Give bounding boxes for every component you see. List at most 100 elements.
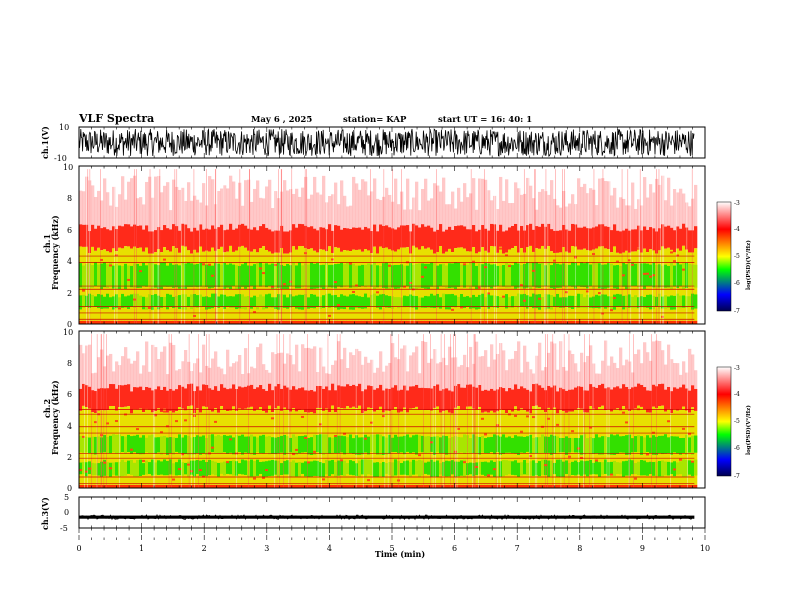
spectrogram-cell	[520, 320, 524, 324]
spectrogram-cell	[499, 176, 503, 225]
spectrogram-cell	[178, 385, 182, 408]
spectrogram-cell	[472, 484, 476, 488]
spectrogram-cell	[319, 423, 322, 426]
spectrogram-cell	[568, 230, 572, 253]
spectrogram-cell	[79, 295, 83, 310]
spectrogram-cell	[457, 262, 461, 287]
ch2-spec-ytick-6: 6	[67, 390, 72, 399]
spectrogram-cell	[283, 231, 287, 254]
spectrogram-cell	[259, 461, 263, 474]
spectrogram-cell	[187, 463, 190, 466]
spectrogram-cell	[331, 230, 335, 253]
spectrogram-cell	[595, 320, 599, 324]
spectrogram-cell	[409, 209, 413, 232]
spectrogram-cell	[385, 262, 389, 289]
spectrogram-cell	[85, 436, 89, 453]
spectrogram-cell	[196, 460, 200, 475]
spectrogram-cell	[613, 320, 617, 324]
spectrogram-cell	[532, 229, 536, 252]
spectrogram-cell	[181, 320, 185, 324]
spectrogram-cell	[385, 187, 389, 226]
spectrogram-cell	[151, 390, 155, 413]
spectrogram-cell	[274, 484, 278, 488]
spectrogram-cell	[343, 436, 347, 455]
spectrogram-cell	[199, 202, 203, 225]
spectrogram-cell	[313, 346, 317, 392]
spectrogram-cell	[592, 438, 596, 455]
spectrogram-cell	[106, 355, 110, 389]
spectrogram-cell	[637, 247, 640, 250]
spectrogram-cell	[688, 296, 692, 308]
spectrogram-cell	[268, 293, 272, 308]
spectrogram-cell	[181, 453, 184, 456]
spectrogram-cell	[658, 228, 662, 251]
spectrogram-cell	[325, 460, 329, 475]
spectrogram-cell	[361, 459, 365, 475]
spectrogram-cell	[574, 437, 578, 453]
spectrogram-cell	[556, 436, 560, 453]
spectrogram-cell	[211, 460, 215, 475]
spectrogram-cell	[163, 258, 166, 261]
spectrogram-cell	[415, 296, 419, 310]
spectrogram-cell	[121, 226, 125, 249]
spectrogram-cell	[421, 341, 425, 388]
ch2-spec-ylabel-channel: ch.2	[42, 399, 52, 418]
spectrogram-cell	[172, 264, 176, 288]
spectrogram-cell	[424, 436, 428, 454]
spectrogram-cell	[502, 265, 506, 287]
spectrogram-cell	[97, 320, 101, 324]
spectrogram-cell	[661, 484, 665, 488]
spectrogram-cell	[136, 263, 140, 288]
spectrogram-cell	[157, 437, 161, 453]
spectrogram-cell	[256, 459, 260, 476]
spectrogram-cell	[139, 484, 143, 488]
spectrogram-cell	[106, 264, 110, 288]
spectrogram-cell	[475, 265, 479, 290]
spectrogram-cell	[259, 385, 263, 407]
spectrogram-cell	[646, 352, 650, 391]
spectrogram-cell	[91, 294, 95, 308]
spectrogram-cell	[433, 461, 437, 477]
spectrogram-cell	[445, 365, 449, 389]
spectrogram-cell	[328, 314, 331, 317]
spectrogram-cell	[301, 387, 305, 410]
spectrogram-cell	[265, 390, 269, 413]
spectrogram-cell	[451, 357, 455, 392]
spectrogram-cell	[220, 436, 224, 454]
spectrogram-cell	[427, 436, 431, 453]
spectrogram-cell	[448, 226, 452, 249]
spectrogram-cell	[514, 384, 518, 407]
spectrogram-cell	[550, 387, 554, 410]
spectrogram-cell	[430, 227, 434, 250]
spectrogram-cell	[163, 185, 167, 226]
spectrogram-cell	[316, 230, 320, 253]
spectrogram-cell	[622, 230, 626, 253]
spectrogram-cell	[292, 460, 296, 477]
spectrogram-cell	[154, 230, 158, 253]
spectrogram-cell	[643, 484, 647, 488]
spectrogram-cell	[373, 262, 377, 289]
spectrogram-cell	[472, 320, 476, 324]
spectrogram-cell	[208, 264, 212, 289]
spectrogram-cell	[172, 344, 176, 391]
spectrogram-cell	[625, 421, 628, 424]
spectrogram-cell	[601, 312, 604, 315]
spectrogram-cell	[505, 230, 509, 253]
spectrogram-cell	[160, 461, 164, 475]
x-tick-label: 3	[264, 544, 269, 553]
ch2-spec-ytick-10: 10	[63, 328, 73, 337]
spectrogram-cell	[418, 373, 422, 388]
spectrogram-cell	[469, 297, 473, 309]
spectrogram-cell	[175, 389, 179, 412]
spectrogram-cell	[421, 275, 424, 278]
spectrogram-cell	[352, 290, 355, 293]
spectrogram-cell	[79, 469, 82, 472]
spectrogram-cell	[106, 229, 110, 252]
spectrogram-cell	[442, 435, 446, 454]
spectrogram-cell	[232, 384, 236, 407]
spectrogram-cell	[208, 434, 212, 455]
spectrogram-cell	[445, 294, 449, 310]
spectrogram-cell	[352, 294, 356, 310]
spectrogram-cell	[199, 390, 203, 413]
spectrogram-cell	[373, 372, 377, 390]
